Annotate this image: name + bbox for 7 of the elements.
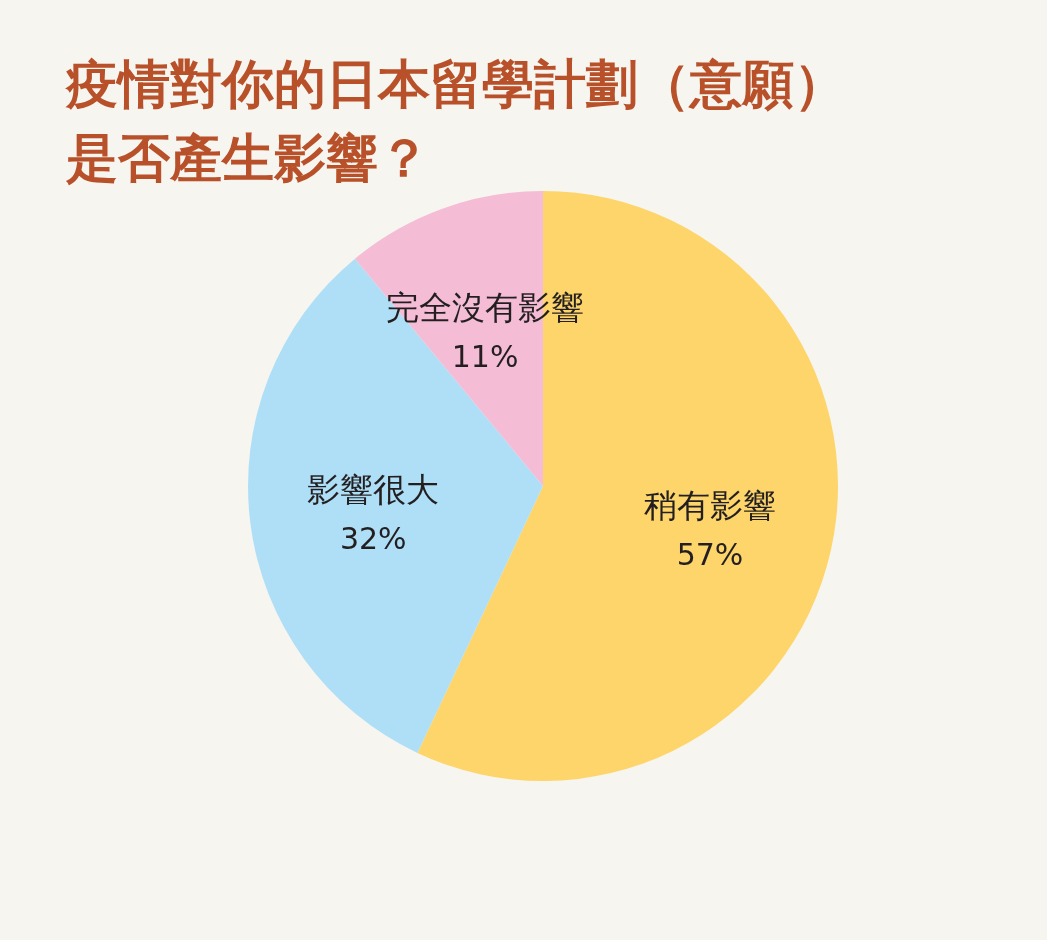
slice-label: 影響很大 [307,470,440,510]
data-label: 11% [451,339,519,375]
data-label: 57% [676,537,744,573]
slice-label: 稍有影響 [643,486,776,526]
chart-title: 疫情對你的日本留學計劃（意願）是否產生影響？ [65,53,846,188]
slice-label: 完全沒有影響 [386,288,585,328]
data-label: 32% [339,521,407,557]
